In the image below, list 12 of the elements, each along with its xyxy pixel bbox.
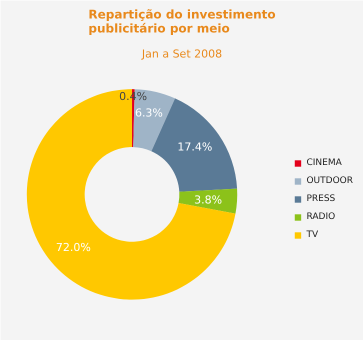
data-label: 0.4%: [119, 90, 148, 104]
legend-label: TV: [306, 230, 320, 240]
data-label: 17.4%: [177, 140, 212, 154]
legend-label: OUTDOOR: [306, 176, 353, 186]
chart-subtitle: Jan a Set 2008: [140, 48, 222, 60]
data-label: 6.3%: [134, 106, 163, 120]
legend-label: CINEMA: [306, 158, 342, 168]
legend-label: RADIO: [306, 212, 336, 222]
data-label: 72.0%: [56, 241, 91, 254]
data-label: 3.8%: [194, 193, 222, 206]
chart-title: Repartição do investimento publicitário por meio: [88, 8, 276, 36]
legend-label: PRESS: [306, 194, 336, 204]
